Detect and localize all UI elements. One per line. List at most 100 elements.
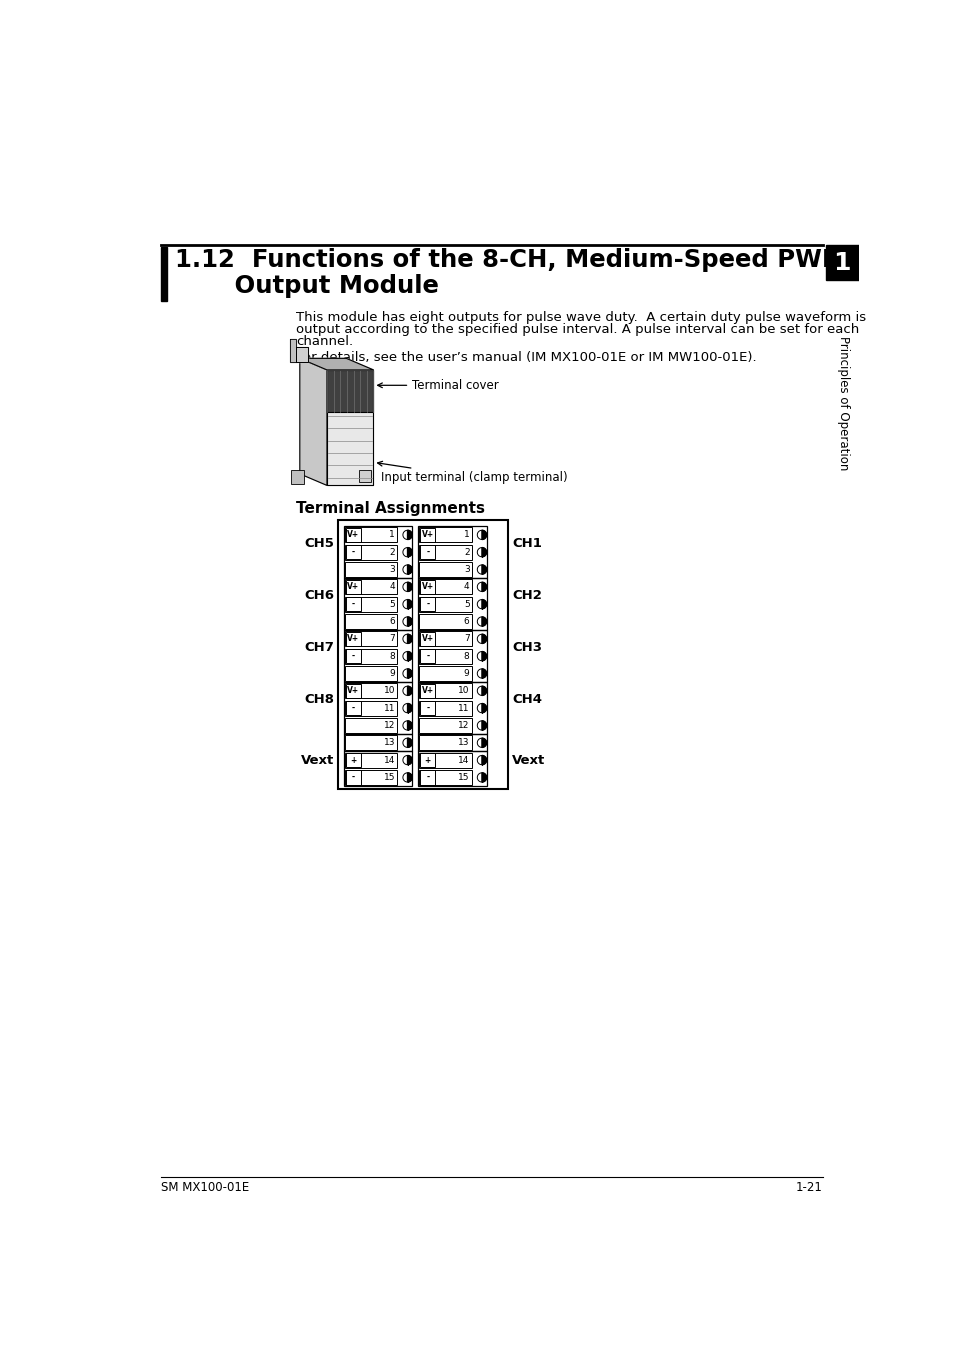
Bar	[291, 470, 304, 483]
Bar	[344, 769, 397, 784]
Polygon shape	[481, 703, 486, 713]
Polygon shape	[481, 652, 486, 660]
Text: -: -	[426, 774, 429, 782]
Polygon shape	[407, 686, 412, 695]
Polygon shape	[407, 756, 412, 764]
Text: For details, see the user’s manual (IM MX100-01E or IM MW100-01E).: For details, see the user’s manual (IM M…	[295, 351, 756, 363]
Polygon shape	[481, 668, 486, 678]
Bar	[161, 247, 167, 301]
Text: output according to the specified pulse interval. A pulse interval can be set fo: output according to the specified pulse …	[295, 323, 859, 336]
Bar	[418, 734, 486, 752]
Text: 5: 5	[463, 599, 469, 609]
Polygon shape	[407, 617, 412, 626]
Text: V+: V+	[347, 582, 359, 591]
Text: 1-21: 1-21	[795, 1181, 822, 1193]
Polygon shape	[407, 582, 412, 591]
Polygon shape	[481, 564, 486, 574]
Bar	[418, 579, 472, 594]
Text: 10: 10	[383, 686, 395, 695]
Bar	[418, 648, 472, 664]
Text: -: -	[352, 599, 355, 609]
Polygon shape	[299, 358, 373, 370]
Text: 8: 8	[463, 652, 469, 660]
Bar	[345, 632, 360, 645]
Text: CH8: CH8	[304, 693, 334, 706]
Text: Vext: Vext	[300, 753, 334, 767]
Text: 11: 11	[457, 703, 469, 713]
Text: V+: V+	[347, 531, 359, 540]
Bar	[419, 701, 435, 716]
Bar	[345, 579, 360, 594]
Text: 11: 11	[383, 703, 395, 713]
Text: 2: 2	[463, 548, 469, 556]
Text: channel.: channel.	[295, 335, 353, 348]
Bar	[344, 718, 397, 733]
Bar	[344, 682, 412, 734]
Polygon shape	[481, 548, 486, 556]
Text: CH2: CH2	[512, 589, 541, 602]
Text: 13: 13	[457, 738, 469, 748]
Polygon shape	[481, 721, 486, 730]
Polygon shape	[481, 634, 486, 644]
Text: CH7: CH7	[304, 641, 334, 653]
Bar	[418, 632, 472, 647]
Bar	[418, 526, 486, 578]
Bar	[419, 683, 435, 698]
Text: 3: 3	[463, 566, 469, 574]
Polygon shape	[299, 358, 327, 486]
Polygon shape	[407, 531, 412, 540]
Polygon shape	[481, 756, 486, 764]
Bar	[344, 544, 397, 560]
Bar	[345, 771, 360, 784]
Polygon shape	[481, 738, 486, 748]
Bar	[418, 736, 472, 751]
Text: Terminal cover: Terminal cover	[377, 379, 498, 391]
Bar	[418, 682, 486, 734]
Text: +: +	[350, 756, 356, 764]
Polygon shape	[327, 370, 373, 486]
Bar	[344, 752, 397, 768]
Bar	[418, 769, 472, 784]
Text: -: -	[426, 548, 429, 556]
Polygon shape	[407, 703, 412, 713]
Bar	[345, 649, 360, 663]
Text: 12: 12	[457, 721, 469, 730]
Text: V+: V+	[347, 686, 359, 695]
Bar	[419, 771, 435, 784]
Bar	[344, 632, 397, 647]
Bar	[418, 683, 472, 698]
Text: This module has eight outputs for pulse wave duty.  A certain duty pulse wavefor: This module has eight outputs for pulse …	[295, 310, 865, 324]
Text: 7: 7	[389, 634, 395, 644]
Polygon shape	[481, 599, 486, 609]
Bar	[418, 597, 472, 612]
Bar	[344, 683, 397, 698]
Text: Principles of Operation: Principles of Operation	[837, 336, 849, 470]
Text: -: -	[352, 548, 355, 556]
Bar	[418, 666, 472, 680]
Bar	[344, 562, 397, 576]
Bar	[418, 562, 472, 576]
Bar	[418, 578, 486, 630]
Bar	[418, 544, 472, 560]
Bar	[419, 632, 435, 645]
Text: +: +	[424, 756, 431, 764]
Polygon shape	[290, 339, 295, 362]
Text: -: -	[352, 703, 355, 713]
Bar	[344, 734, 412, 752]
Polygon shape	[481, 772, 486, 782]
Text: CH6: CH6	[304, 589, 334, 602]
Text: 4: 4	[389, 582, 395, 591]
Polygon shape	[295, 347, 307, 362]
Text: CH5: CH5	[304, 537, 334, 549]
Text: CH4: CH4	[512, 693, 541, 706]
Bar	[418, 528, 472, 543]
Polygon shape	[407, 721, 412, 730]
Bar	[344, 666, 397, 680]
Bar	[344, 578, 412, 630]
Bar	[419, 597, 435, 612]
Text: 6: 6	[463, 617, 469, 626]
Text: 14: 14	[457, 756, 469, 764]
Bar	[337, 520, 508, 790]
Text: -: -	[426, 652, 429, 660]
Bar	[419, 753, 435, 767]
